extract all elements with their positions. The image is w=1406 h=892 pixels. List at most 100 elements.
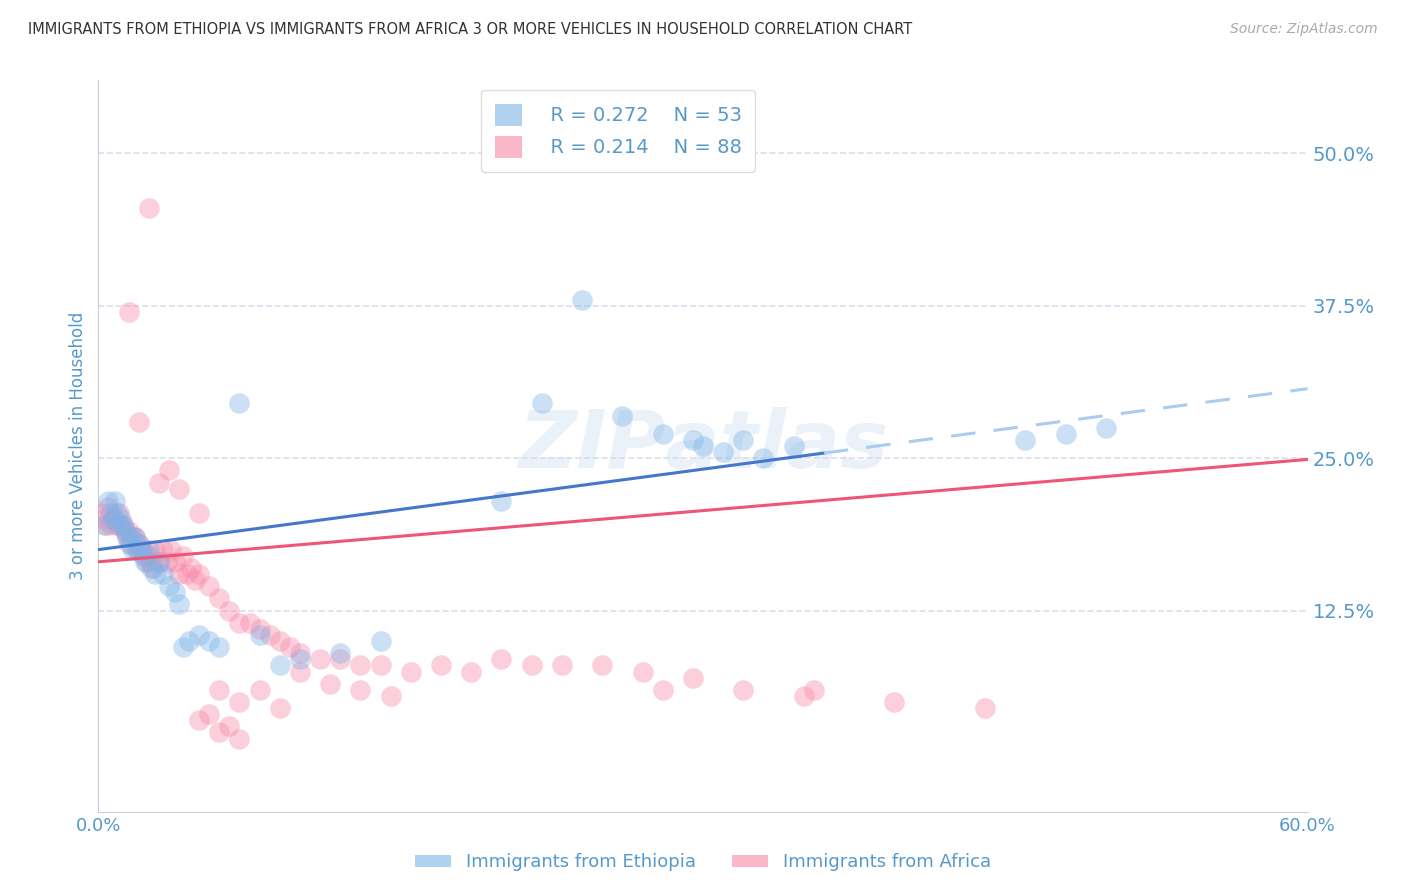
Point [132, 549, 155, 563]
Point [134, 549, 156, 563]
Point [105, 518, 128, 533]
Point [733, 433, 755, 447]
Point [120, 536, 142, 550]
Point [249, 682, 271, 697]
Point [148, 475, 170, 490]
Point [125, 542, 148, 557]
Point [142, 561, 165, 575]
Point [160, 542, 183, 557]
Point [883, 695, 905, 709]
Y-axis label: 3 or more Vehicles in Household: 3 or more Vehicles in Household [69, 312, 87, 580]
Point [218, 604, 240, 618]
Point [139, 561, 162, 575]
Point [100, 506, 122, 520]
Point [188, 628, 211, 642]
Point [118, 524, 141, 539]
Point [121, 542, 143, 557]
Point [239, 615, 262, 630]
Legend: Immigrants from Ethiopia, Immigrants from Africa: Immigrants from Ethiopia, Immigrants fro… [408, 847, 998, 879]
Point [167, 482, 190, 496]
Point [91, 506, 114, 520]
Text: Source: ZipAtlas.com: Source: ZipAtlas.com [1230, 22, 1378, 37]
Point [571, 293, 593, 307]
Point [1095, 421, 1118, 435]
Point [107, 506, 129, 520]
Point [103, 494, 125, 508]
Point [309, 652, 332, 666]
Point [93, 512, 115, 526]
Point [631, 665, 654, 679]
Point [249, 622, 271, 636]
Point [380, 689, 402, 703]
Point [733, 682, 755, 697]
Point [491, 494, 513, 508]
Point [96, 518, 118, 533]
Text: ZIP​atlas: ZIP​atlas [517, 407, 889, 485]
Point [208, 591, 231, 606]
Point [172, 640, 194, 655]
Point [208, 640, 231, 655]
Point [111, 518, 134, 533]
Point [228, 396, 250, 410]
Point [128, 536, 150, 550]
Point [180, 561, 202, 575]
Point [682, 671, 704, 685]
Point [288, 646, 311, 660]
Point [129, 542, 152, 557]
Point [97, 500, 120, 514]
Point [349, 658, 371, 673]
Point [152, 567, 174, 582]
Point [184, 573, 207, 587]
Point [259, 628, 281, 642]
Point [278, 640, 301, 655]
Point [198, 634, 221, 648]
Point [208, 682, 231, 697]
Point [156, 555, 179, 569]
Point [228, 731, 250, 746]
Point [1054, 426, 1077, 441]
Point [319, 676, 342, 690]
Point [97, 494, 120, 508]
Point [288, 665, 311, 679]
Point [152, 542, 174, 557]
Point [148, 555, 170, 569]
Point [188, 506, 211, 520]
Point [138, 542, 160, 557]
Point [460, 665, 482, 679]
Point [110, 512, 132, 526]
Point [125, 542, 148, 557]
Point [208, 725, 231, 739]
Point [803, 682, 825, 697]
Point [269, 658, 291, 673]
Point [530, 396, 553, 410]
Point [114, 524, 136, 539]
Point [103, 512, 125, 526]
Point [370, 634, 392, 648]
Text: IMMIGRANTS FROM ETHIOPIA VS IMMIGRANTS FROM AFRICA 3 OR MORE VEHICLES IN HOUSEHO: IMMIGRANTS FROM ETHIOPIA VS IMMIGRANTS F… [28, 22, 912, 37]
Point [288, 652, 311, 666]
Point [974, 701, 997, 715]
Point [651, 682, 673, 697]
Point [188, 567, 211, 582]
Point [148, 555, 170, 569]
Point [128, 415, 150, 429]
Point [107, 518, 129, 533]
Point [135, 555, 157, 569]
Point [692, 439, 714, 453]
Point [591, 658, 613, 673]
Point [93, 518, 115, 533]
Point [612, 409, 634, 423]
Point [188, 714, 211, 728]
Point [1014, 433, 1036, 447]
Point [172, 549, 194, 563]
Point [120, 530, 142, 544]
Point [752, 451, 775, 466]
Point [198, 707, 221, 722]
Point [111, 518, 134, 533]
Point [249, 628, 271, 642]
Point [128, 536, 150, 550]
Point [399, 665, 422, 679]
Point [269, 701, 291, 715]
Point [783, 439, 806, 453]
Point [228, 615, 250, 630]
